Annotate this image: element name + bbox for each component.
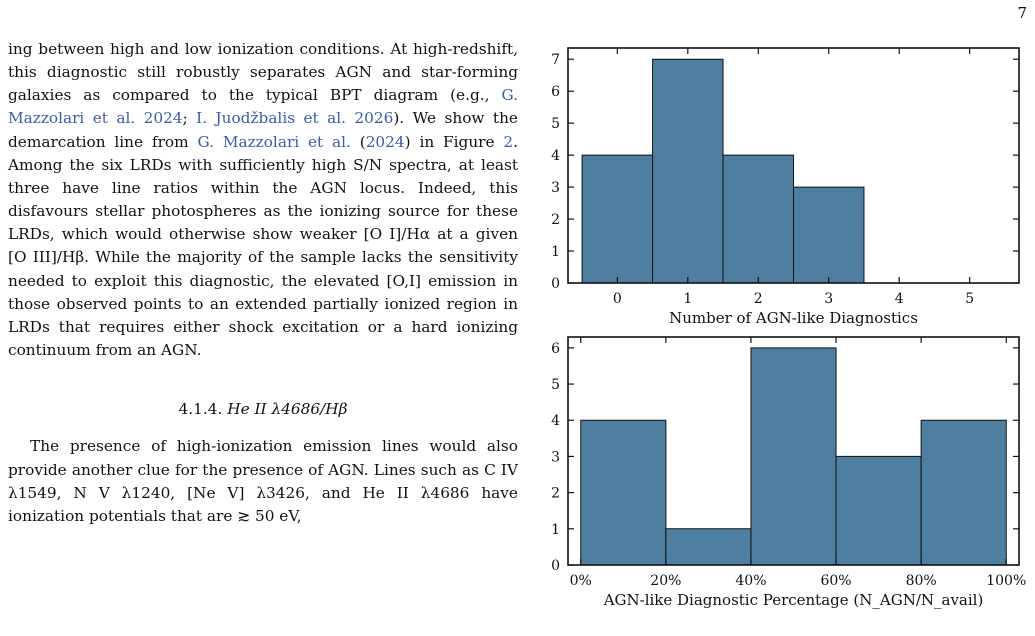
x-tick-label: 40% xyxy=(735,573,766,589)
y-tick-label: 4 xyxy=(551,148,560,164)
y-tick-label: 7 xyxy=(551,52,560,68)
y-tick-label: 5 xyxy=(551,116,560,132)
y-tick-label: 6 xyxy=(551,341,560,357)
y-tick-label: 6 xyxy=(551,84,560,100)
x-tick-label: 2 xyxy=(754,291,763,307)
histogram-bar xyxy=(582,155,653,283)
body-text-column: ing between high and low ionization cond… xyxy=(8,38,518,528)
histogram-bar xyxy=(750,347,837,565)
citation-mazzolari[interactable]: G. Mazzolari et al. 2024 xyxy=(8,86,518,128)
bar-outline xyxy=(920,419,1007,565)
citation-mazzolari-year[interactable]: 2024 xyxy=(365,132,405,151)
citation-mazzolari-author[interactable]: G. Mazzolari et al. xyxy=(197,132,351,151)
y-axis-label: Counts xyxy=(540,424,544,478)
x-tick-label: 60% xyxy=(820,573,851,589)
histogram-bar xyxy=(665,528,751,565)
figure-reference[interactable]: 2 xyxy=(503,132,514,151)
text-run: ( xyxy=(350,132,366,151)
y-tick-label: 3 xyxy=(551,449,560,465)
x-tick-label: 3 xyxy=(824,291,833,307)
citation-juodzbalis[interactable]: I. Juodžbalis et al. 2026 xyxy=(196,109,394,128)
y-tick-label: 2 xyxy=(551,212,560,228)
bar-outline xyxy=(580,419,667,565)
x-tick-label: 0% xyxy=(570,573,592,589)
x-tick-label: 4 xyxy=(895,291,904,307)
y-tick-label: 1 xyxy=(551,522,560,538)
text-run: ). We show the demarcation line from xyxy=(8,109,518,151)
text-run: . Among the six LRDs with sufficiently h… xyxy=(8,132,518,360)
y-tick-label: 2 xyxy=(551,486,560,502)
y-tick-label: 3 xyxy=(551,180,560,196)
paragraph-high-ionization: The presence of high-ionization emission… xyxy=(8,437,518,525)
x-axis-label: Number of AGN-like Diagnostics xyxy=(669,309,918,327)
text-run: ing between high and low ionization cond… xyxy=(8,40,518,105)
y-tick-label: 1 xyxy=(551,244,560,260)
histogram-bar xyxy=(793,187,864,283)
section-title: He II λ4686/Hβ xyxy=(227,400,348,419)
histogram-bar xyxy=(652,59,724,283)
x-tick-label: 1 xyxy=(683,291,692,307)
x-tick-label: 100% xyxy=(986,573,1026,589)
histogram-svg: 0 1 2 3 4 5 6 7 0 1 2 3 4 5 Number of AGN-like Diagnos… xyxy=(526,47,1026,609)
y-tick-label: 0 xyxy=(551,558,560,574)
histogram-bar xyxy=(723,155,794,283)
histogram-figure: 0 1 2 3 4 5 6 7 0 1 2 3 4 5 Number of AGN-like Diagnos… xyxy=(526,36,1030,626)
bar-outline xyxy=(793,186,865,283)
x-tick-label: 5 xyxy=(965,291,974,307)
text-run: ) in Figure xyxy=(404,132,504,151)
section-heading: 4.1.4. He II λ4686/Hβ xyxy=(8,398,518,421)
x-tick-label: 0 xyxy=(613,291,622,307)
histogram-bar xyxy=(580,420,666,565)
paragraph-ionization: ing between high and low ionization cond… xyxy=(8,38,518,362)
y-tick-label: 5 xyxy=(551,377,560,393)
y-tick-label: 4 xyxy=(551,413,560,429)
section-number: 4.1.4. xyxy=(178,400,223,419)
y-tick-label: 0 xyxy=(551,276,560,292)
histogram-bar xyxy=(836,456,922,565)
x-tick-label: 20% xyxy=(650,573,681,589)
axes-frame xyxy=(567,47,1020,284)
histogram-bar xyxy=(921,420,1007,565)
x-tick-label: 80% xyxy=(906,573,937,589)
x-axis-label: AGN-like Diagnostic Percentage (N_AGN/N_… xyxy=(603,591,984,609)
axes-frame xyxy=(567,336,1020,566)
y-axis-label: Counts xyxy=(540,139,544,193)
text-run: ; xyxy=(182,109,197,128)
page-number: 7 xyxy=(1017,4,1027,22)
